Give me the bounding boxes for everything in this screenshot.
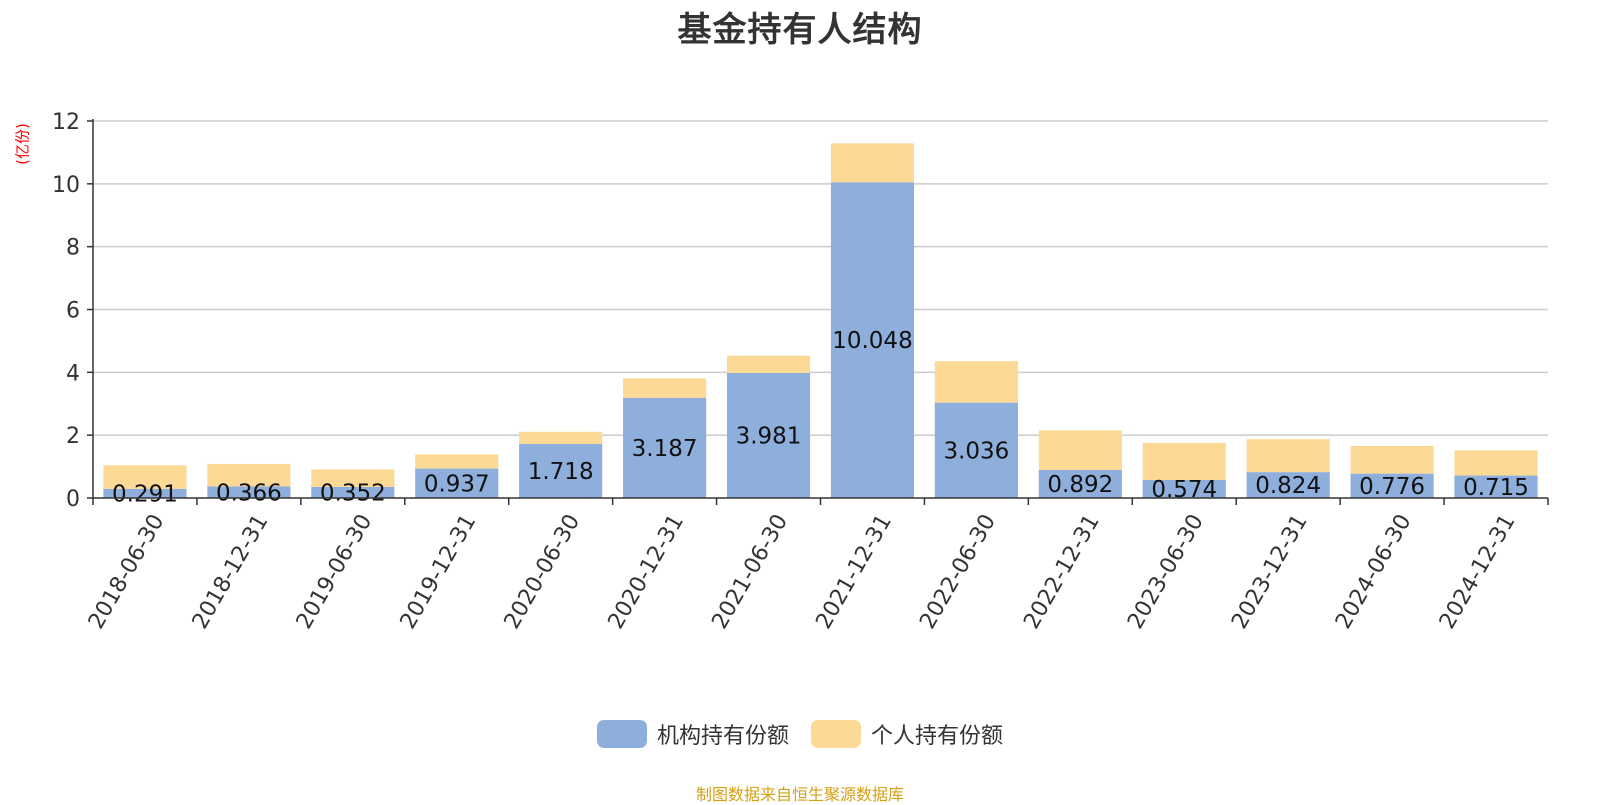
legend-swatch-institutional [596,720,647,748]
y-tick-label: 6 [66,299,80,324]
y-tick-label: 0 [66,487,80,512]
bar-institutional [311,486,395,498]
bar-individual [934,361,1018,403]
bar-institutional [830,182,915,499]
data-label-institutional: 0.291 [112,481,178,507]
data-label-institutional: 10.048 [832,328,912,354]
bar-institutional [623,397,707,498]
x-tick-label: 2019-06-30 [292,510,378,633]
data-label-institutional: 0.715 [1463,475,1529,501]
data-labels: 0.291 0.366 0.352 0.937 1.718 3.187 3.981 10.04… [112,328,1529,507]
x-tick-label: 2020-06-30 [500,510,586,633]
legend-swatch-individual [811,720,861,748]
legend-label-institutional: 机构持有份额 [656,724,789,749]
grid-lines [93,120,1548,436]
x-tick-label: 2018-12-31 [188,510,274,633]
bar-institutional [1038,469,1122,498]
x-tick-label: 2023-06-30 [1123,510,1209,633]
bar-individual [415,454,499,469]
data-label-institutional: 0.892 [1047,472,1113,498]
source-note: 制图数据来自恒生聚源数据库 [695,785,904,804]
data-label-institutional: 0.574 [1151,477,1217,503]
chart-title: 基金持有人结构 [677,10,923,50]
legend-item-individual[interactable]: 个人持有份额 [811,718,1003,750]
x-tick-label: 2022-12-31 [1019,510,1105,633]
data-label-institutional: 3.981 [736,423,802,449]
x-tick-label: 2021-06-30 [707,510,793,633]
y-tick-label: 4 [66,361,80,386]
bar-institutional [207,486,291,498]
x-tick-label: 2023-12-31 [1227,510,1313,633]
data-label-institutional: 0.352 [320,480,386,506]
bar-individual [1454,450,1538,476]
data-label-institutional: 3.187 [632,436,698,462]
legend-label-individual: 个人持有份额 [871,724,1004,749]
x-tick-label: 2020-12-31 [604,510,690,633]
bar-individual [726,355,811,373]
data-label-institutional: 0.937 [424,471,490,497]
bar-individual [830,143,915,183]
bar-individual [1246,439,1330,473]
bar-institutional [103,488,187,498]
bar-individual [623,378,707,398]
x-tick-label: 2021-12-31 [811,510,897,633]
bar-individual [311,469,395,487]
bar-individual [103,465,187,489]
bar-institutional [1350,473,1434,498]
y-tick-label: 10 [52,173,80,198]
x-tick-label: 2024-06-30 [1331,510,1417,633]
data-label-institutional: 0.776 [1359,474,1425,500]
bar-institutional [1142,479,1226,498]
x-tick-label: 2018-06-30 [84,510,170,633]
bar-institutional [1454,475,1538,498]
x-tick-label: 2019-12-31 [396,510,482,633]
bar-individual [519,431,603,445]
bar-institutional [415,468,499,498]
y-tick-label: 2 [66,424,80,449]
bars [103,143,1538,499]
bar-individual [1038,430,1122,470]
legend: 机构持有份额 个人持有份额 [0,718,1600,750]
bar-institutional [726,372,811,498]
bar-institutional [519,444,603,498]
x-tick-label: 2024-12-31 [1435,510,1521,633]
x-tick-label: 2022-06-30 [915,510,1001,633]
bar-institutional [1246,472,1330,498]
bar-individual [207,463,291,487]
bar-individual [1350,445,1434,474]
data-label-institutional: 0.824 [1255,473,1321,499]
bar-individual [1142,442,1226,480]
data-label-institutional: 0.366 [216,480,282,506]
bar-institutional [934,402,1018,498]
y-tick-label: 12 [52,110,80,135]
y-tick-label: 8 [66,236,80,261]
legend-item-institutional[interactable]: 机构持有份额 [596,718,789,750]
data-label-institutional: 1.718 [528,459,594,485]
data-label-institutional: 3.036 [943,438,1009,464]
